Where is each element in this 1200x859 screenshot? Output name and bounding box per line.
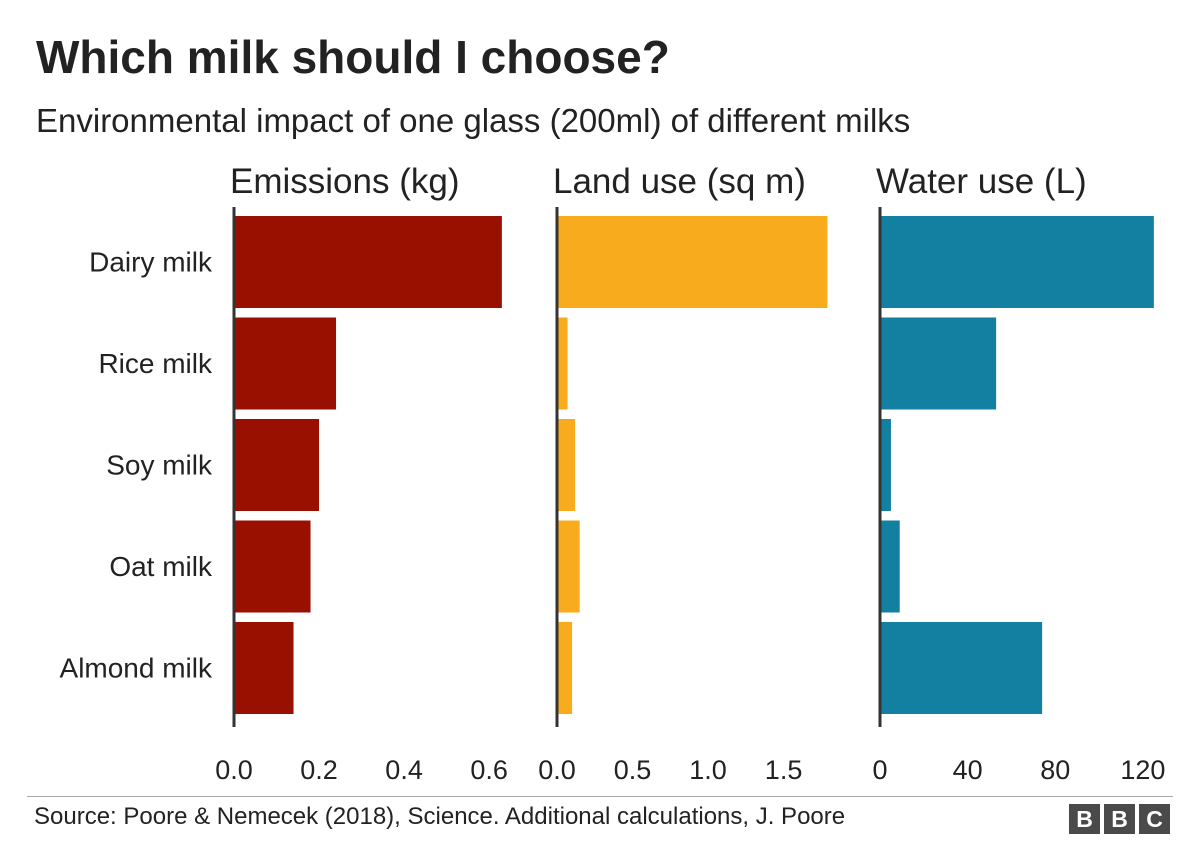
tick-label: 0.0 (215, 755, 253, 785)
tick-label: 0 (872, 755, 887, 785)
bbc-logo-letter: B (1069, 804, 1100, 834)
bar (557, 317, 568, 410)
bar (234, 622, 294, 714)
tick-label: 0.2 (300, 755, 338, 785)
bar (880, 419, 891, 511)
bar (557, 622, 573, 714)
category-label: Dairy milk (89, 247, 213, 278)
bar (557, 419, 576, 511)
bar (234, 520, 311, 613)
tick-label: 0.0 (538, 755, 576, 785)
tick-label: 40 (953, 755, 983, 785)
footer-divider (27, 796, 1173, 797)
source-note: Source: Poore & Nemecek (2018), Science.… (34, 803, 846, 830)
chart-title: Which milk should I choose? (36, 31, 670, 83)
bar (880, 216, 1154, 308)
tick-label: 1.5 (765, 755, 803, 785)
panel-header: Emissions (kg) (230, 162, 459, 201)
category-label: Rice milk (98, 348, 213, 379)
bbc-logo-letter: B (1104, 804, 1135, 834)
bar (234, 317, 337, 410)
bar (557, 216, 828, 308)
tick-label: 0.5 (614, 755, 652, 785)
tick-label: 80 (1040, 755, 1070, 785)
tick-label: 0.4 (385, 755, 423, 785)
panel-header: Land use (sq m) (553, 162, 806, 201)
bbc-logo: B B C (1069, 804, 1170, 834)
tick-label: 1.0 (689, 755, 727, 785)
category-label: Oat milk (109, 551, 213, 582)
bar (880, 520, 900, 613)
bbc-logo-letter: C (1139, 804, 1170, 834)
category-label: Soy milk (106, 450, 213, 481)
tick-label: 0.6 (470, 755, 508, 785)
bar (234, 216, 502, 308)
bar (234, 419, 320, 511)
chart-subtitle: Environmental impact of one glass (200ml… (36, 102, 911, 139)
bar (880, 317, 997, 410)
panel-header: Water use (L) (876, 162, 1087, 201)
tick-label: 120 (1120, 755, 1165, 785)
bar (880, 622, 1043, 714)
category-label: Almond milk (60, 653, 213, 684)
bar (557, 520, 580, 613)
